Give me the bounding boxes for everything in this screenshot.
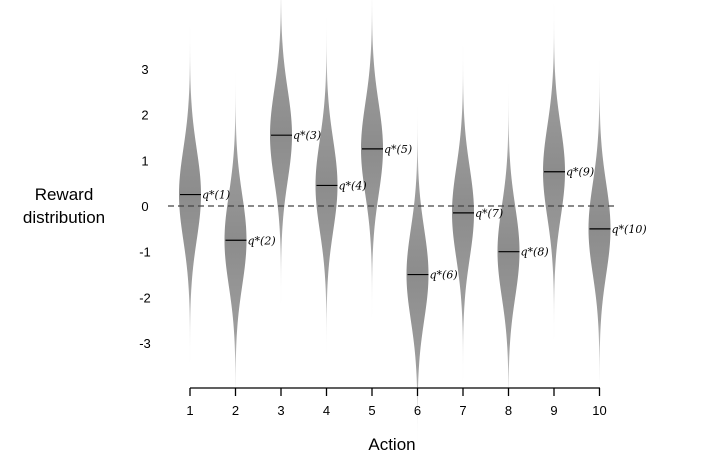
y-tick-label: -3 xyxy=(139,336,151,351)
mean-label-action-8: q*(8) xyxy=(521,246,549,259)
y-axis-tick-labels: 3 2 1 0 -1 -2 -3 xyxy=(139,62,151,351)
x-tick-label: 5 xyxy=(368,403,375,418)
mean-label-action-2: q*(2) xyxy=(248,234,276,247)
mean-label-action-5: q*(5) xyxy=(384,143,412,156)
y-tick-label: 0 xyxy=(141,199,148,214)
mean-markers-group: q*(1) q*(2) q*(3) q*(4) q*(5) q*(6) q*(7) q*(8)… xyxy=(180,129,647,282)
mean-label-action-7: q*(7) xyxy=(475,207,503,220)
y-axis-title-line-2: distribution xyxy=(23,208,105,227)
violin-action-9 xyxy=(543,0,565,355)
x-tick-label: 1 xyxy=(186,403,193,418)
x-axis-title: Action xyxy=(368,435,415,454)
y-tick-label: -1 xyxy=(139,245,151,260)
mean-label-action-1: q*(1) xyxy=(202,189,230,202)
violin-action-5 xyxy=(361,0,383,332)
mean-label-action-3: q*(3) xyxy=(293,129,321,142)
mean-label-action-9: q*(9) xyxy=(566,166,594,179)
x-tick-label: 7 xyxy=(459,403,466,418)
mean-label-action-4: q*(4) xyxy=(339,179,367,192)
violins-group xyxy=(179,0,611,458)
y-tick-label: 3 xyxy=(141,62,148,77)
x-tick-label: 2 xyxy=(232,403,239,418)
x-tick-label: 6 xyxy=(414,403,421,418)
x-tick-label: 9 xyxy=(550,403,557,418)
x-tick-label: 8 xyxy=(505,403,512,418)
y-axis-title-line-1: Reward xyxy=(35,185,94,204)
x-tick-label: 10 xyxy=(592,403,606,418)
violin-action-3 xyxy=(270,0,292,318)
mean-label-action-6: q*(6) xyxy=(430,269,458,282)
y-tick-label: 1 xyxy=(141,153,148,168)
x-tick-label: 3 xyxy=(277,403,284,418)
y-tick-label: 2 xyxy=(141,108,148,123)
y-tick-label: -2 xyxy=(139,290,151,305)
mean-label-action-10: q*(10) xyxy=(612,223,647,236)
x-axis: 1 2 3 4 5 6 7 8 9 10 xyxy=(186,387,607,418)
x-tick-label: 4 xyxy=(323,403,330,418)
